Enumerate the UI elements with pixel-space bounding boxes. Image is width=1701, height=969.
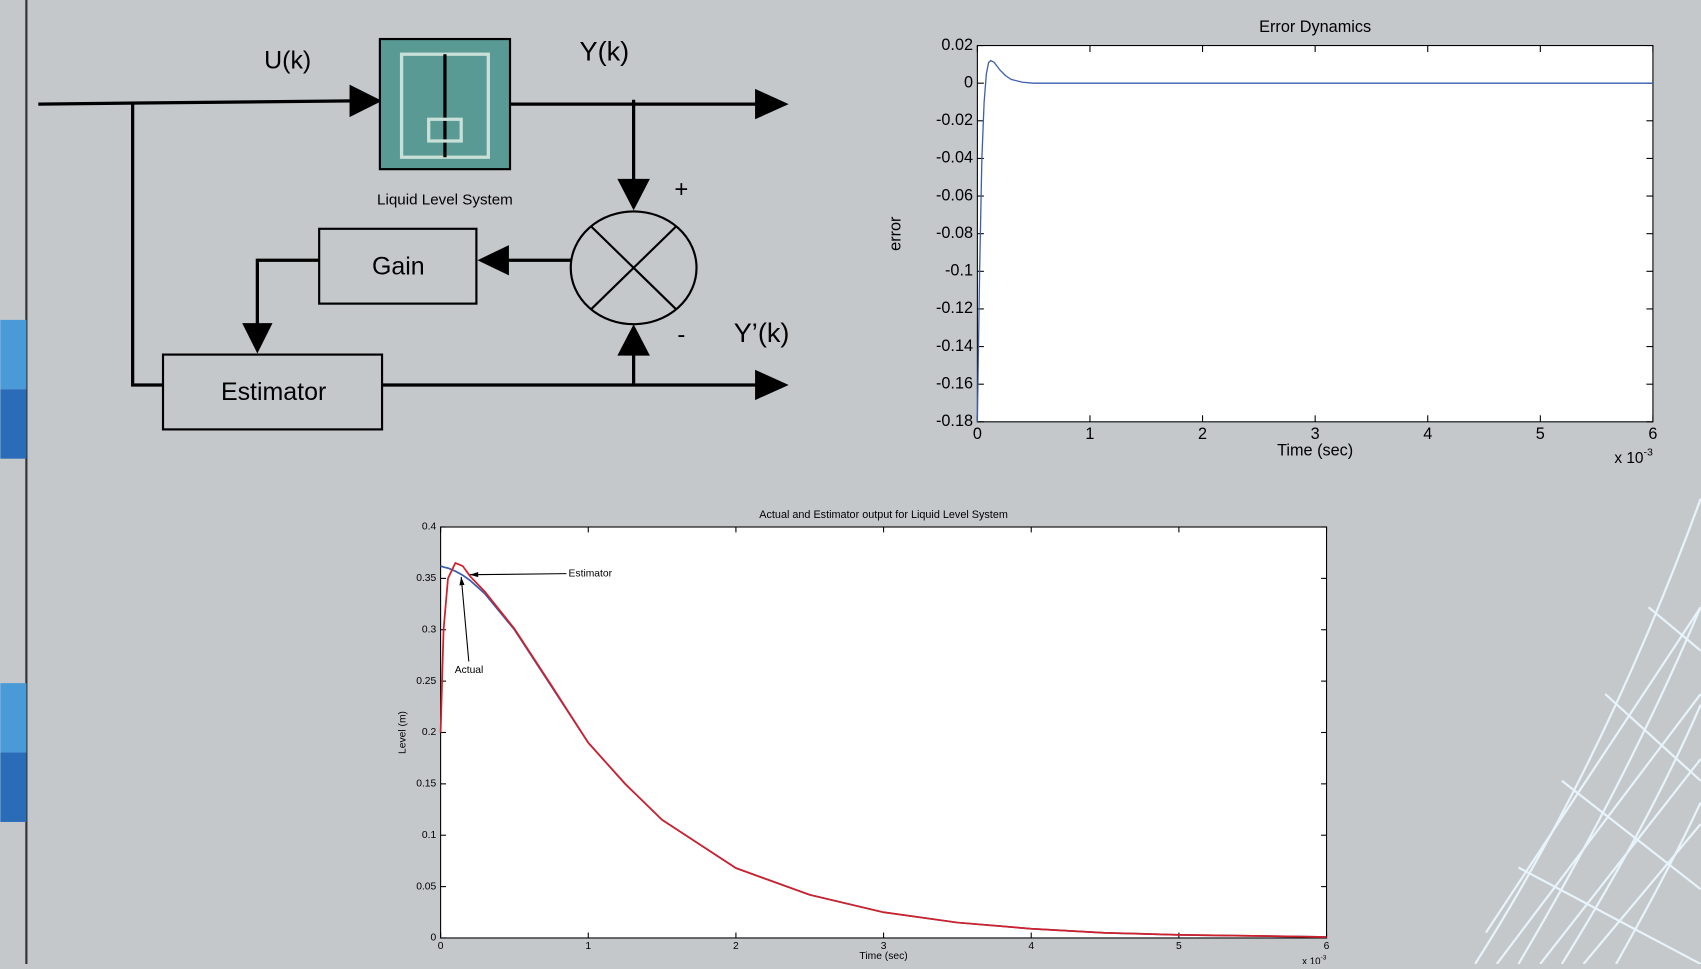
x-multiplier: x 10-3 bbox=[1302, 954, 1327, 964]
output-label: Y(k) bbox=[580, 35, 630, 66]
y-tick-label: 0.1 bbox=[422, 830, 437, 841]
arrow bbox=[617, 324, 650, 356]
x-tick-label: 0 bbox=[973, 425, 982, 443]
y-tick-label: -0.18 bbox=[936, 412, 973, 430]
estimate-label: Y’(k) bbox=[734, 317, 790, 348]
x-tick-label: 6 bbox=[1648, 425, 1657, 443]
y-axis-label: error bbox=[886, 216, 904, 251]
y-tick-label: 0.35 bbox=[416, 573, 436, 584]
y-tick-label: 0.2 bbox=[422, 727, 437, 738]
x-tick-label: 4 bbox=[1423, 425, 1432, 443]
side-tab bbox=[0, 389, 27, 459]
y-tick-label: -0.1 bbox=[945, 262, 973, 280]
chart-title: Error Dynamics bbox=[1259, 18, 1371, 36]
estimator-block bbox=[161, 353, 384, 431]
series-line bbox=[976, 59, 1653, 422]
input-label: U(k) bbox=[264, 46, 311, 74]
x-tick-label: 1 bbox=[1085, 425, 1094, 443]
estimator-label: Estimator bbox=[221, 378, 326, 406]
minus-sign: - bbox=[677, 321, 685, 348]
x-multiplier-base: x 10 bbox=[1614, 450, 1643, 467]
x-tick-label: 5 bbox=[1176, 941, 1182, 952]
side-tab bbox=[0, 752, 27, 822]
x-tick-label: 3 bbox=[881, 941, 887, 952]
plot-area bbox=[440, 526, 1328, 939]
y-tick-label: 0.25 bbox=[416, 676, 436, 687]
x-multiplier-exponent: -3 bbox=[1321, 954, 1327, 961]
x-tick-label: 3 bbox=[1311, 425, 1320, 443]
x-axis-label: Time (sec) bbox=[1277, 441, 1353, 459]
x-tick-label: 4 bbox=[1028, 941, 1034, 952]
y-tick-label: -0.04 bbox=[936, 149, 973, 167]
plant-label: Liquid Level System bbox=[377, 192, 513, 209]
arrow bbox=[477, 245, 509, 276]
plot-area bbox=[976, 45, 1654, 423]
y-tick-label: -0.08 bbox=[936, 224, 973, 242]
gain-block bbox=[318, 227, 478, 305]
mesh-decoration bbox=[1474, 498, 1701, 965]
x-tick-label: 2 bbox=[733, 941, 739, 952]
series-line bbox=[439, 561, 1327, 938]
x-tick-label: 1 bbox=[585, 941, 591, 952]
y-tick-label: 0 bbox=[964, 73, 973, 91]
annotation: Estimator bbox=[569, 568, 613, 579]
y-tick-label: -0.06 bbox=[936, 186, 973, 204]
arrow bbox=[349, 84, 383, 118]
y-tick-label: 0.05 bbox=[416, 881, 436, 892]
chart-title: Actual and Estimator output for Liquid L… bbox=[759, 509, 1008, 521]
wire bbox=[255, 258, 320, 326]
x-multiplier-exponent: -3 bbox=[1644, 447, 1654, 459]
y-tick-label: -0.02 bbox=[936, 111, 973, 129]
y-tick-label: 0.3 bbox=[422, 624, 437, 635]
annotation-arrowhead bbox=[459, 576, 465, 586]
x-multiplier-base: x 10 bbox=[1302, 956, 1321, 964]
x-multiplier: x 10-3 bbox=[1614, 447, 1653, 468]
block-diagram bbox=[38, 37, 789, 431]
x-tick-label: 5 bbox=[1536, 425, 1545, 443]
y-tick-label: -0.14 bbox=[936, 337, 973, 355]
arrow bbox=[242, 323, 273, 354]
arrow bbox=[617, 178, 650, 211]
arrow bbox=[755, 369, 789, 401]
wire bbox=[38, 99, 353, 106]
y-tick-label: 0 bbox=[431, 933, 437, 944]
y-tick-label: -0.12 bbox=[936, 299, 973, 317]
arrow bbox=[755, 88, 789, 120]
x-tick-label: 0 bbox=[438, 941, 444, 952]
annotation-arrow bbox=[469, 573, 567, 576]
annotation-arrowhead bbox=[469, 572, 479, 578]
y-axis-label: Level (m) bbox=[397, 711, 408, 754]
x-tick-label: 6 bbox=[1324, 941, 1330, 952]
x-axis-label: Time (sec) bbox=[859, 951, 907, 962]
plant-image-detail bbox=[399, 52, 490, 159]
plus-sign: + bbox=[674, 176, 688, 203]
annotation: Actual bbox=[455, 665, 484, 676]
gain-label: Gain bbox=[372, 252, 425, 280]
y-tick-label: -0.16 bbox=[936, 374, 973, 392]
y-tick-label: 0.02 bbox=[941, 36, 973, 54]
annotation-arrow bbox=[460, 576, 470, 662]
y-tick-label: 0.15 bbox=[416, 779, 436, 790]
wire bbox=[131, 104, 164, 387]
x-tick-label: 2 bbox=[1198, 425, 1207, 443]
side-tab bbox=[0, 319, 27, 390]
y-tick-label: 0.4 bbox=[422, 522, 437, 533]
cross bbox=[590, 225, 677, 310]
side-tab bbox=[0, 683, 27, 753]
